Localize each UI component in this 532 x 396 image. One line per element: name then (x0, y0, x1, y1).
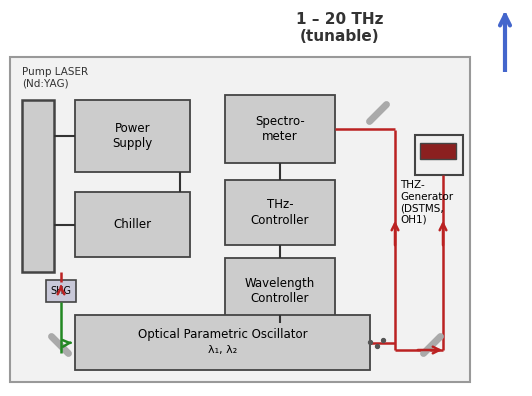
Text: THZ-
Generator
(DSTMS,
OH1): THZ- Generator (DSTMS, OH1) (400, 180, 453, 225)
Bar (225, 258, 335, 323)
Text: THz-
Controller: THz- Controller (251, 198, 309, 227)
Point (373, 343, 381, 349)
Text: SHG: SHG (51, 286, 71, 296)
Text: 1 – 20 THz
(tunable): 1 – 20 THz (tunable) (296, 12, 384, 44)
Text: λ₁, λ₂: λ₁, λ₂ (208, 345, 237, 356)
Text: Chiller: Chiller (113, 218, 152, 231)
Bar (75, 100, 190, 172)
Bar (75, 192, 190, 257)
Point (365, 339, 374, 345)
Text: Spectro-
meter: Spectro- meter (255, 115, 305, 143)
Bar (75, 315, 370, 370)
Point (379, 337, 387, 343)
Bar (10, 57, 470, 382)
Bar (225, 95, 335, 163)
Bar (420, 143, 456, 159)
Bar (46, 280, 76, 302)
Bar (22, 100, 54, 272)
Text: Pump LASER
(Nd:YAG): Pump LASER (Nd:YAG) (22, 67, 88, 89)
Text: Power
Supply: Power Supply (112, 122, 153, 150)
Bar (415, 135, 463, 175)
Text: Wavelength
Controller: Wavelength Controller (245, 276, 315, 305)
Bar (225, 180, 335, 245)
Text: Optical Parametric Oscillator: Optical Parametric Oscillator (138, 328, 307, 341)
